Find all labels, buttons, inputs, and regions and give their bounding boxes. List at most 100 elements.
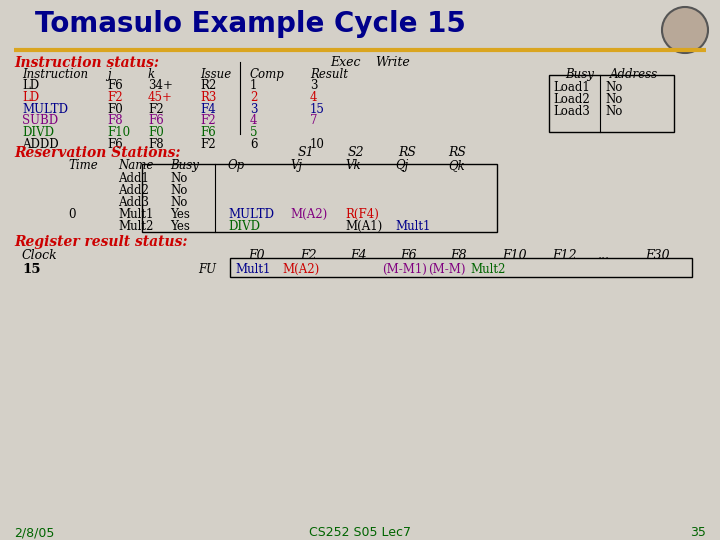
Text: j: j	[107, 68, 111, 81]
Text: 4: 4	[310, 91, 318, 104]
Text: RS: RS	[448, 146, 466, 159]
Text: Add3: Add3	[118, 196, 149, 209]
Text: (M-M1): (M-M1)	[382, 263, 427, 276]
Text: 15: 15	[22, 263, 40, 276]
Text: FU: FU	[198, 263, 216, 276]
Text: Yes: Yes	[170, 220, 190, 233]
Text: M(A1): M(A1)	[345, 220, 382, 233]
Text: Write: Write	[375, 56, 410, 69]
Text: 3: 3	[250, 103, 258, 116]
Text: M(A2): M(A2)	[282, 263, 319, 276]
Text: No: No	[605, 81, 622, 94]
Text: F10: F10	[107, 126, 130, 139]
Text: Load1: Load1	[553, 81, 590, 94]
Text: 34+: 34+	[148, 79, 173, 92]
Text: Name: Name	[118, 159, 153, 172]
Text: F0: F0	[107, 103, 122, 116]
Text: 0: 0	[68, 208, 76, 221]
Text: 2/8/05: 2/8/05	[14, 526, 55, 539]
Text: No: No	[170, 184, 187, 197]
Text: F2: F2	[300, 249, 317, 262]
Text: F8: F8	[450, 249, 467, 262]
Text: 4: 4	[250, 114, 258, 127]
Text: S2: S2	[348, 146, 364, 159]
Text: Instruction status:: Instruction status:	[14, 56, 159, 70]
Text: F0: F0	[248, 249, 265, 262]
Text: CS252 S05 Lec7: CS252 S05 Lec7	[309, 526, 411, 539]
Text: F6: F6	[107, 138, 122, 151]
Text: F2: F2	[200, 138, 215, 151]
Text: k: k	[148, 68, 155, 81]
Text: Busy: Busy	[565, 68, 594, 81]
Text: Load3: Load3	[553, 105, 590, 118]
Text: S1: S1	[298, 146, 315, 159]
Text: Result: Result	[310, 68, 348, 81]
Text: M(A2): M(A2)	[290, 208, 328, 221]
Text: Add2: Add2	[118, 184, 149, 197]
Text: F8: F8	[148, 138, 163, 151]
Text: Comp: Comp	[250, 68, 284, 81]
Text: R(F4): R(F4)	[345, 208, 379, 221]
Text: Instruction: Instruction	[22, 68, 88, 81]
Text: LD: LD	[22, 91, 39, 104]
Text: DIVD: DIVD	[228, 220, 260, 233]
Text: MULTD: MULTD	[228, 208, 274, 221]
Text: 5: 5	[250, 126, 258, 139]
Text: F8: F8	[107, 114, 122, 127]
Text: F12: F12	[552, 249, 577, 262]
Text: Op: Op	[228, 159, 245, 172]
Text: F6: F6	[200, 126, 216, 139]
Text: 2: 2	[250, 91, 257, 104]
Text: 3: 3	[310, 79, 318, 92]
Text: No: No	[605, 93, 622, 106]
Text: Reservation Stations:: Reservation Stations:	[14, 146, 181, 160]
Text: Issue: Issue	[200, 68, 231, 81]
Text: F30: F30	[645, 249, 670, 262]
Text: 1: 1	[250, 79, 257, 92]
Text: Register result status:: Register result status:	[14, 235, 187, 249]
Text: SUBD: SUBD	[22, 114, 58, 127]
Text: ADDD: ADDD	[22, 138, 58, 151]
Text: Qk: Qk	[448, 159, 464, 172]
Text: MULTD: MULTD	[22, 103, 68, 116]
Text: Busy: Busy	[170, 159, 199, 172]
Text: Mult1: Mult1	[235, 263, 271, 276]
Text: 45+: 45+	[148, 91, 173, 104]
Text: Qj: Qj	[395, 159, 408, 172]
Text: Mult2: Mult2	[470, 263, 505, 276]
Text: Clock: Clock	[22, 249, 58, 262]
Text: F6: F6	[148, 114, 163, 127]
Text: Mult1: Mult1	[395, 220, 431, 233]
Text: LD: LD	[22, 79, 39, 92]
Text: F2: F2	[200, 114, 215, 127]
Text: 10: 10	[310, 138, 325, 151]
Text: No: No	[170, 196, 187, 209]
Circle shape	[662, 7, 708, 53]
Text: F0: F0	[148, 126, 163, 139]
Text: No: No	[605, 105, 622, 118]
Text: R2: R2	[200, 79, 216, 92]
Text: No: No	[170, 172, 187, 185]
Text: 6: 6	[250, 138, 258, 151]
Text: Tomasulo Example Cycle 15: Tomasulo Example Cycle 15	[35, 10, 466, 38]
Text: Vk: Vk	[345, 159, 361, 172]
Text: R3: R3	[200, 91, 217, 104]
Text: Mult1: Mult1	[118, 208, 153, 221]
Text: 7: 7	[310, 114, 318, 127]
Text: Exec: Exec	[330, 56, 361, 69]
Text: Mult2: Mult2	[118, 220, 153, 233]
Text: Load2: Load2	[553, 93, 590, 106]
Text: RS: RS	[398, 146, 416, 159]
Text: Address: Address	[610, 68, 658, 81]
Text: F6: F6	[107, 79, 122, 92]
Text: 35: 35	[690, 526, 706, 539]
Text: F2: F2	[107, 91, 122, 104]
Text: Yes: Yes	[170, 208, 190, 221]
Text: F10: F10	[502, 249, 526, 262]
Text: ...: ...	[598, 249, 610, 262]
Text: Time: Time	[68, 159, 98, 172]
Text: DIVD: DIVD	[22, 126, 54, 139]
Text: Add1: Add1	[118, 172, 149, 185]
Text: Vj: Vj	[290, 159, 302, 172]
Text: 15: 15	[310, 103, 325, 116]
